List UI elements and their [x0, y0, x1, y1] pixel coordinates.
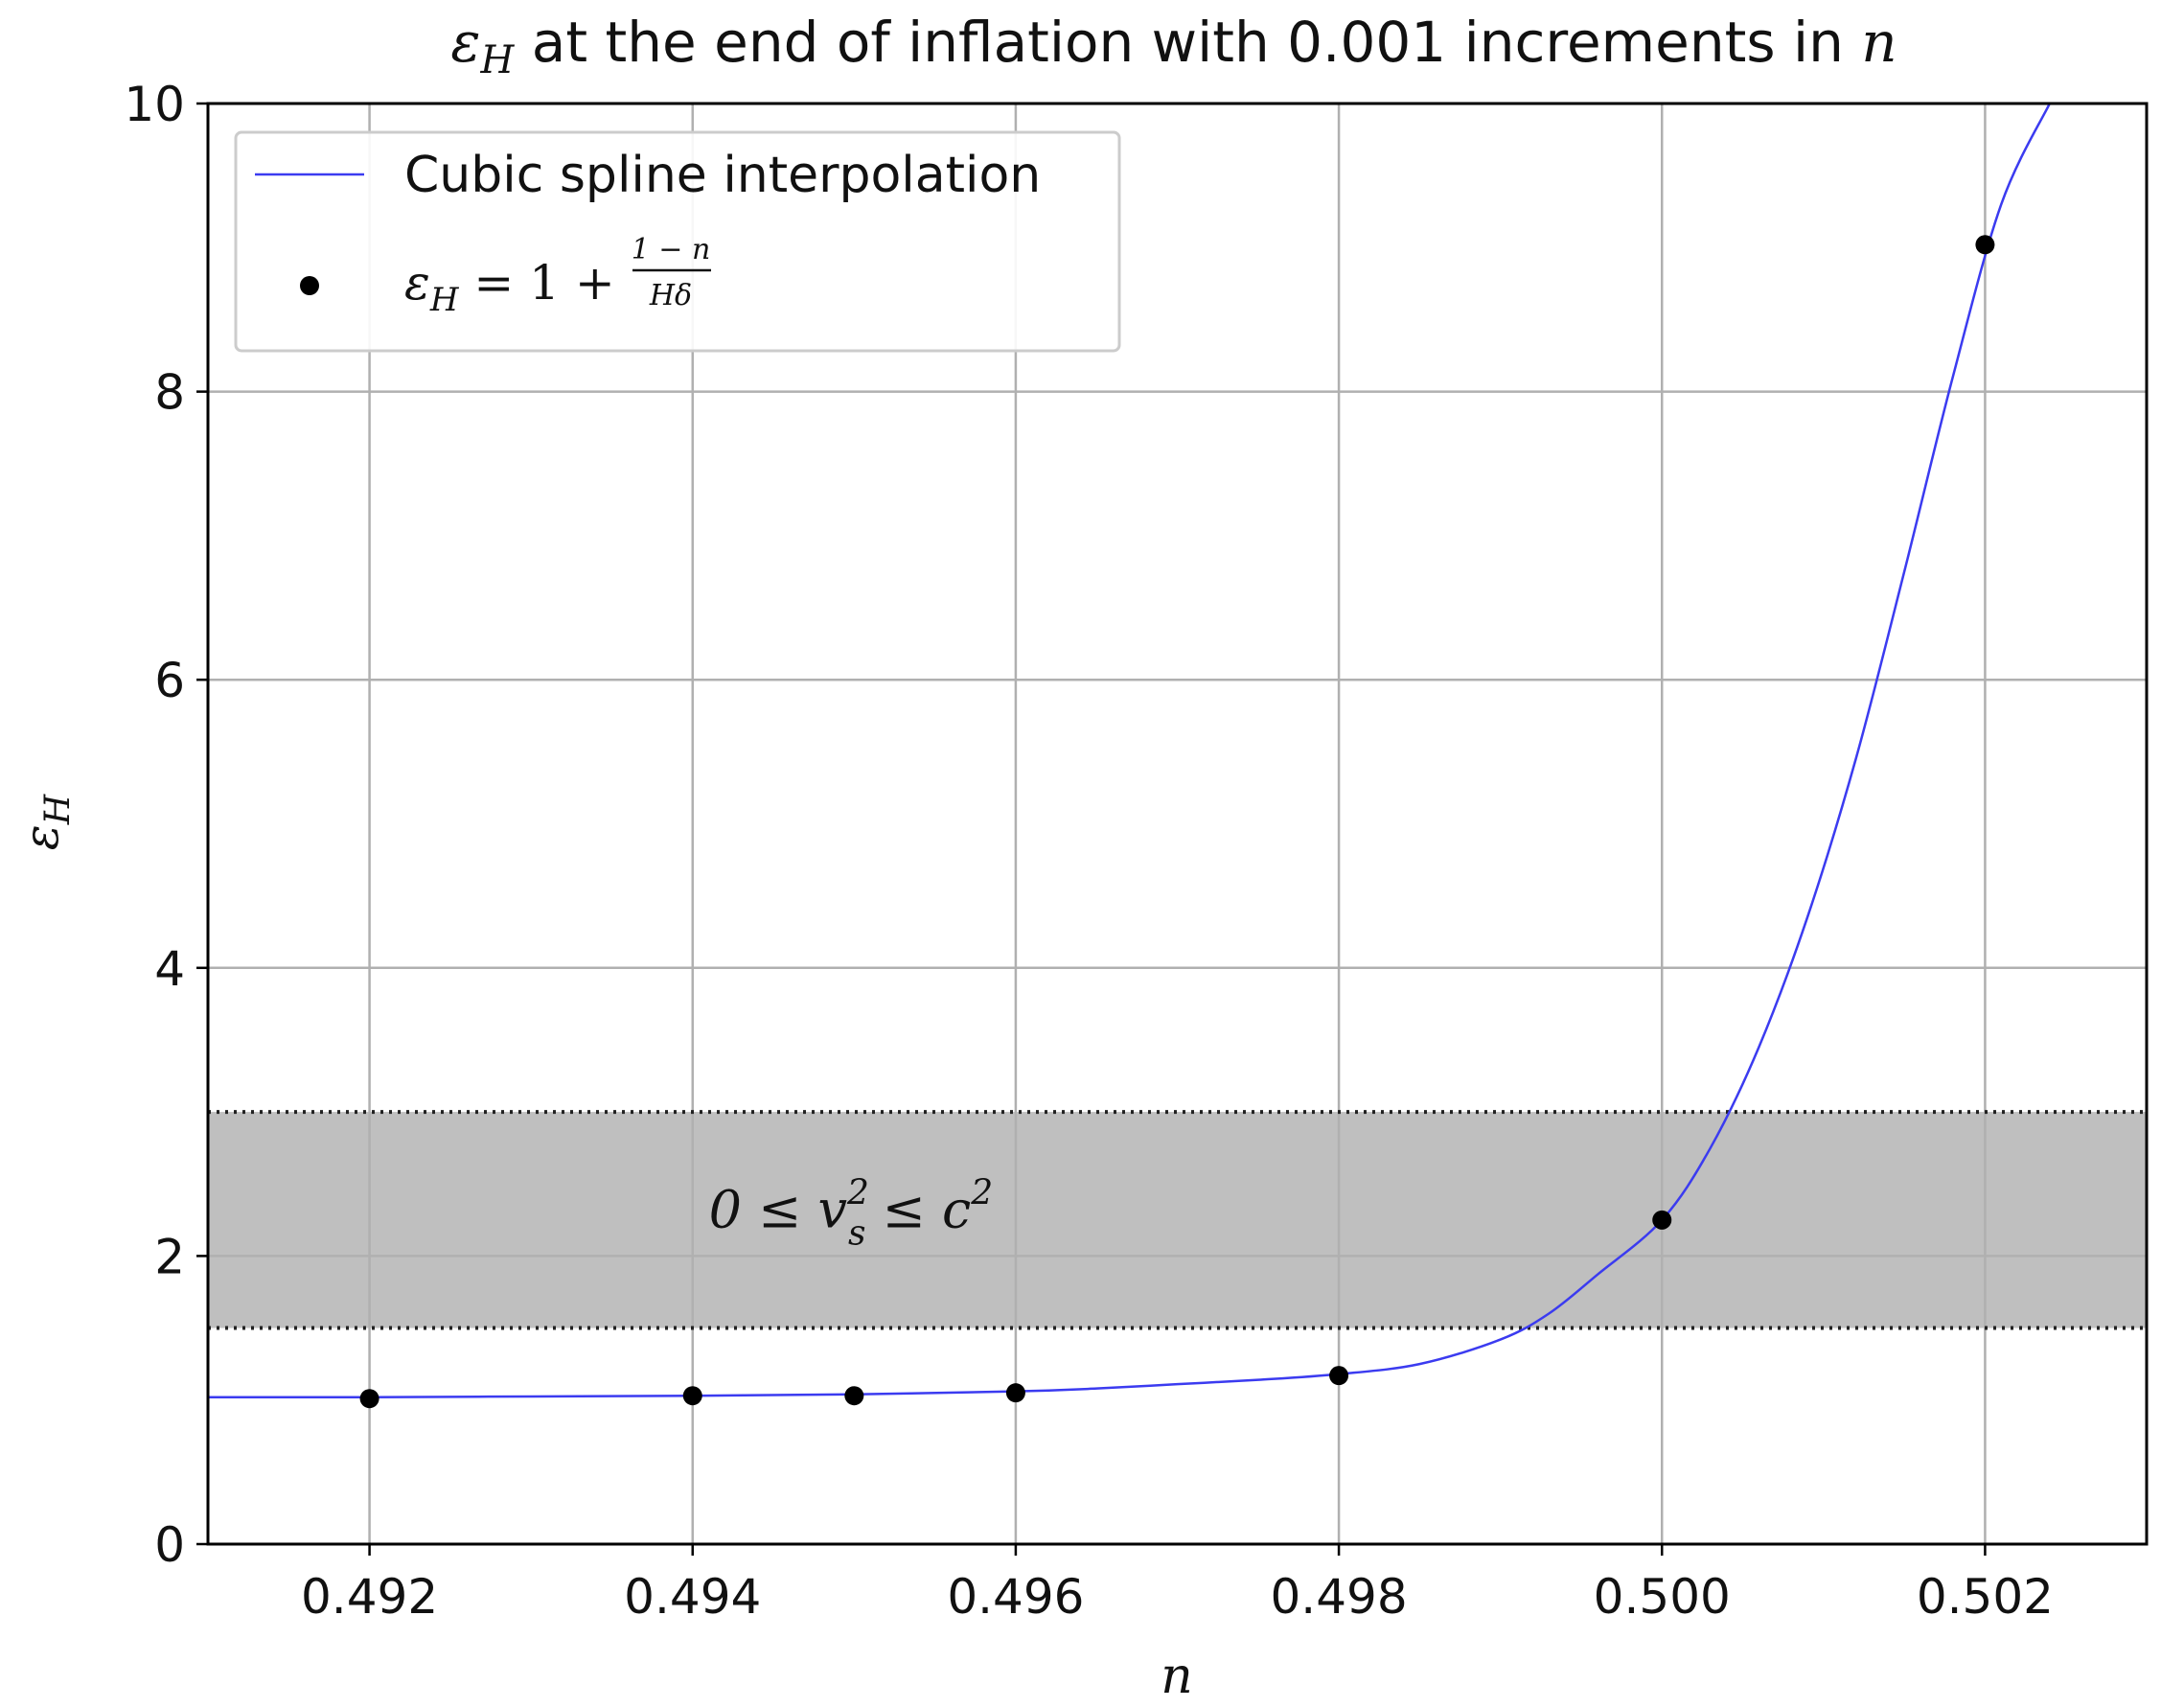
x-tick-label-2: 0.496: [947, 1569, 1084, 1625]
y-tick-label-4: 8: [154, 365, 185, 421]
legend-label-formula: εH = 1 +: [404, 255, 615, 319]
data-point-0: [359, 1389, 379, 1409]
legend-formula-lhs-sub: H: [429, 281, 460, 319]
band-label-c-sup: 2: [970, 1173, 993, 1212]
y-axis-label: εH: [13, 794, 78, 850]
band-label: 0 ≤ v2 s ≤ c2: [709, 1173, 994, 1253]
series-layer: [208, 104, 2051, 1409]
legend-label-spline: Cubic spline interpolation: [404, 147, 1041, 204]
data-point-4: [1329, 1366, 1349, 1386]
chart-title: εH at the end of inflation with 0.001 in…: [450, 10, 1897, 82]
y-axis-label-main: ε: [13, 824, 69, 850]
plot-frame: [206, 102, 2149, 1546]
y-axis: 0 2 4 6 8 10: [124, 77, 208, 1573]
y-tick-label-5: 10: [124, 77, 185, 132]
band-label-v-sup: 2: [846, 1173, 869, 1212]
band-label-lhs: 0 ≤: [709, 1179, 818, 1239]
y-axis-label-sub: H: [38, 794, 78, 825]
legend-formula-mid: = 1 +: [459, 255, 615, 311]
title-variable: n: [1861, 10, 1897, 75]
legend: Cubic spline interpolation εH = 1 + 1 − …: [234, 130, 1121, 353]
series-line-0: [208, 104, 2051, 1398]
y-tick-label-1: 2: [154, 1229, 185, 1284]
x-tick-label-0: 0.492: [301, 1569, 438, 1625]
title-symbol-subscript: H: [479, 38, 515, 82]
band-label-c: c: [942, 1179, 971, 1239]
band-label-v-sub: s: [848, 1213, 865, 1253]
y-tick-label-3: 6: [154, 653, 185, 708]
x-tick-label-3: 0.498: [1271, 1569, 1408, 1625]
y-tick-label-0: 0: [154, 1517, 185, 1573]
legend-dot-swatch: [300, 276, 319, 295]
y-tick-label-2: 4: [154, 941, 185, 997]
band-label-mid: ≤: [865, 1179, 942, 1239]
data-point-2: [844, 1386, 864, 1406]
x-tick-label-4: 0.500: [1594, 1569, 1731, 1625]
legend-formula-numerator: 1 − n: [632, 233, 711, 266]
x-axis: 0.492 0.494 0.496 0.498 0.500 0.502: [301, 1544, 2054, 1625]
data-point-1: [682, 1386, 702, 1406]
band-label-v: v: [818, 1179, 848, 1239]
legend-formula-lhs: ε: [404, 255, 430, 311]
data-point-5: [1652, 1210, 1672, 1230]
band-fill: [208, 1112, 2147, 1328]
data-point-3: [1005, 1383, 1025, 1403]
title-symbol: ε: [450, 10, 480, 75]
x-axis-label: n: [1161, 1648, 1193, 1705]
svg-text:εH: εH: [13, 794, 78, 850]
x-tick-label-1: 0.494: [624, 1569, 761, 1625]
legend-formula-denominator: Hδ: [649, 279, 692, 312]
x-tick-label-5: 0.502: [1917, 1569, 2054, 1625]
legend-box: [234, 130, 1121, 353]
data-point-6: [1975, 235, 1995, 255]
title-text: at the end of inflation with 0.001 incre…: [514, 10, 1861, 75]
